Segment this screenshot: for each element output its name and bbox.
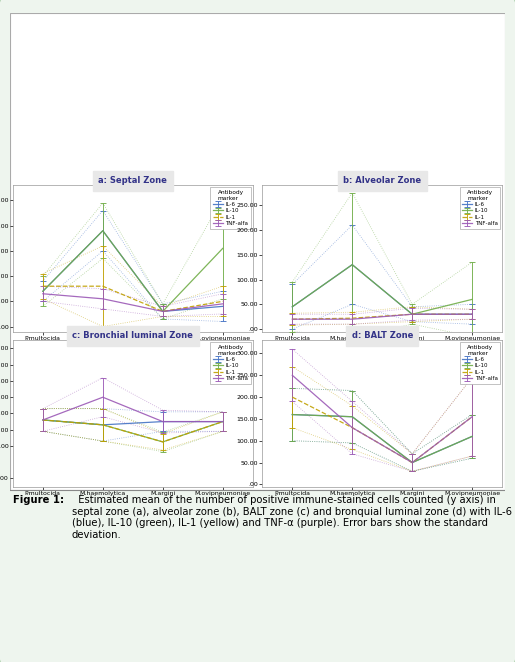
Legend: IL-6, IL-10, IL-1, TNF-alfa: IL-6, IL-10, IL-1, TNF-alfa: [210, 187, 251, 229]
Title: d: BALT Zone: d: BALT Zone: [352, 331, 413, 340]
Text: Figure 1:: Figure 1:: [13, 495, 64, 505]
Legend: IL-6, IL-10, IL-1, TNF-alfa: IL-6, IL-10, IL-1, TNF-alfa: [460, 342, 501, 384]
Title: c: Bronchial luminal Zone: c: Bronchial luminal Zone: [72, 331, 193, 340]
Text: Estimated mean of the number of positive immune-stained cells counted (y axis) i: Estimated mean of the number of positive…: [72, 495, 511, 540]
Legend: IL-6, IL-10, IL-1, TNF-alfa: IL-6, IL-10, IL-1, TNF-alfa: [210, 342, 251, 384]
Legend: IL-6, IL-10, IL-1, TNF-alfa: IL-6, IL-10, IL-1, TNF-alfa: [460, 187, 501, 229]
Title: b: Alveolar Zone: b: Alveolar Zone: [343, 176, 421, 185]
Title: a: Septal Zone: a: Septal Zone: [98, 176, 167, 185]
